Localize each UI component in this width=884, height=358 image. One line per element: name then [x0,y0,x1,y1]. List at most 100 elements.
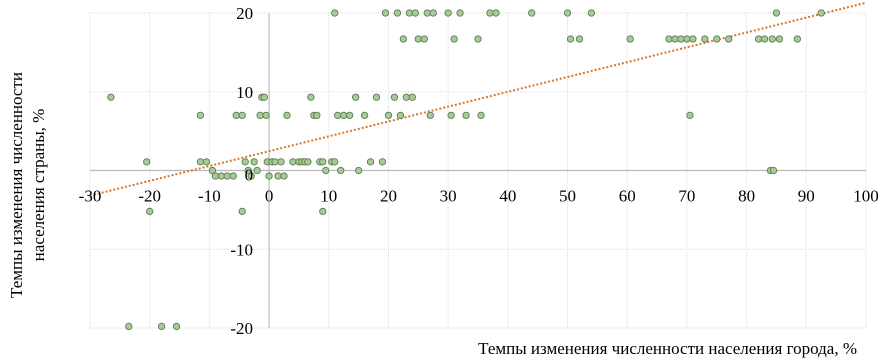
data-point [528,9,536,17]
data-point [238,111,246,120]
data-point [426,111,434,120]
data-point [351,93,360,101]
data-point [271,158,279,166]
x-tick-label: 0 [265,187,274,206]
data-point [760,35,769,43]
data-point [408,93,416,101]
grid-lines [89,12,867,329]
data-point [322,166,330,175]
data-point [107,93,115,101]
x-tick-label: 70 [678,187,695,206]
data-point [775,35,784,43]
data-point [262,111,270,120]
data-point [143,158,151,166]
data-point [196,111,205,120]
x-tick-label: 90 [798,187,815,206]
data-point [253,166,261,175]
data-point [402,93,411,101]
data-points [107,9,825,331]
data-point [587,9,596,17]
data-point [334,111,342,120]
data-point [256,111,264,120]
x-tick-label: 20 [380,187,397,206]
data-point [146,207,154,216]
y-tick-label: 10 [236,83,253,102]
data-point [683,35,691,43]
x-tick-label: 50 [559,187,576,206]
data-point [247,172,255,180]
data-point [313,111,321,120]
data-point [372,93,381,101]
trend-line [89,1,867,197]
data-point [563,9,572,17]
data-point [157,322,166,331]
data-point [319,207,327,216]
y-axis-title-line-1: Темпы изменения численности [7,72,26,298]
data-point [360,111,369,120]
data-point [280,172,288,180]
data-point [354,166,363,175]
data-point [754,35,763,43]
data-point [689,35,697,43]
y-axis-title-line-2: населения страны, % [29,109,48,262]
data-point [817,9,825,17]
data-point [414,35,422,43]
data-point [283,111,291,120]
data-point [671,35,679,43]
axes [90,13,866,328]
x-tick-label: -30 [79,187,102,206]
x-tick-label: 30 [440,187,457,206]
data-point [566,35,575,43]
data-point [346,111,354,120]
data-point [250,158,258,166]
data-point [405,9,414,17]
x-tick-label: 80 [738,187,755,206]
data-point [793,35,802,43]
data-point [772,9,781,17]
data-point [486,9,494,17]
data-point [769,166,778,175]
data-point [456,9,464,17]
data-point [626,35,634,43]
data-point [223,172,231,180]
x-axis-title: Темпы изменения численности населения го… [478,339,857,358]
data-point [420,35,428,43]
data-point [366,158,375,166]
data-point [393,9,402,17]
data-point [725,35,733,43]
x-tick-label: 60 [619,187,636,206]
data-point [307,93,315,101]
data-point [277,158,285,166]
data-point [713,35,721,43]
data-point [429,9,437,17]
data-point [125,322,133,331]
data-point [384,111,393,120]
data-point [399,35,408,43]
data-point [665,35,673,43]
data-point [232,111,240,120]
data-point [238,207,246,216]
y-tick-label: 20 [236,4,253,23]
data-point [492,9,500,17]
data-point [289,158,297,166]
x-tick-label: -10 [198,187,221,206]
data-point [677,35,685,43]
y-tick-label: 0 [245,166,254,185]
data-point [411,9,419,17]
data-point [450,35,458,43]
data-point [340,111,348,120]
data-point [196,158,205,166]
data-point [701,35,709,43]
y-tick-label: -20 [230,319,253,338]
data-point [390,93,399,101]
data-point [474,35,482,43]
data-point [217,172,225,180]
data-point [229,172,237,180]
x-tick-label: -20 [138,187,161,206]
data-point [319,158,327,166]
data-point [444,9,452,17]
data-point [274,172,282,180]
data-point [378,158,387,166]
data-point [172,322,181,331]
